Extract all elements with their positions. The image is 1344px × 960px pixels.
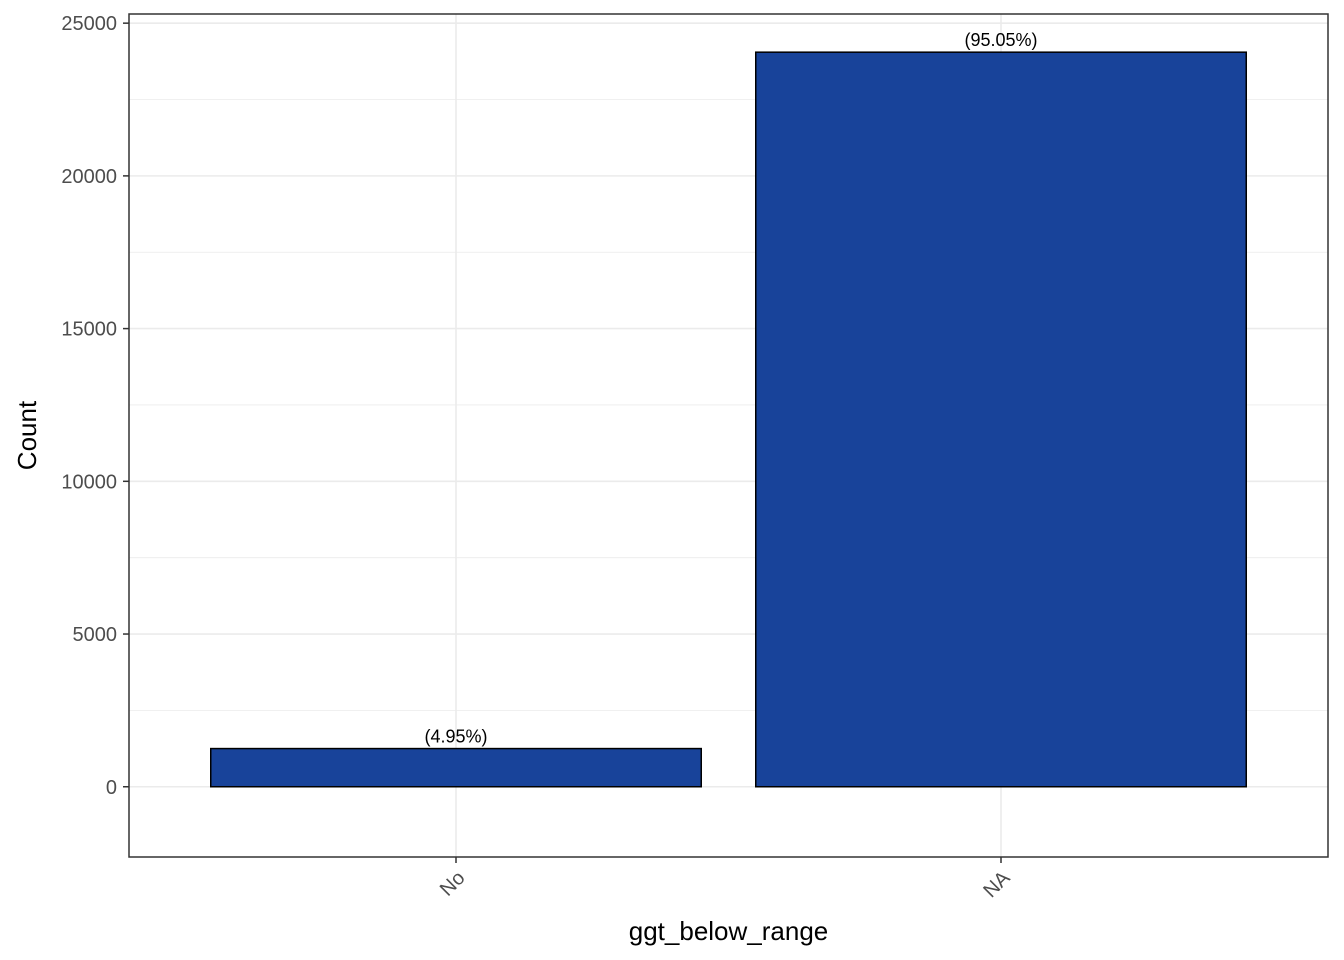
x-tick-label: NA [979,867,1015,903]
y-tick-label: 10000 [61,471,117,493]
bar [210,747,702,788]
x-axis-title: ggt_below_range [629,916,829,946]
bar [755,51,1247,788]
y-tick-label: 20000 [61,166,117,188]
x-tick-label: No [436,867,470,901]
y-tick-label: 0 [106,777,117,799]
y-tick-label: 15000 [61,319,117,341]
bar-data-label: (4.95%) [424,727,487,747]
y-tick-label: 5000 [73,624,118,646]
panel-border [128,13,1329,858]
bars: (4.95%) (95.05%) [210,30,1247,788]
y-axis-title: Count [12,400,42,470]
bar-data-label: (95.05%) [964,30,1037,50]
y-tick-label: 25000 [61,13,117,35]
